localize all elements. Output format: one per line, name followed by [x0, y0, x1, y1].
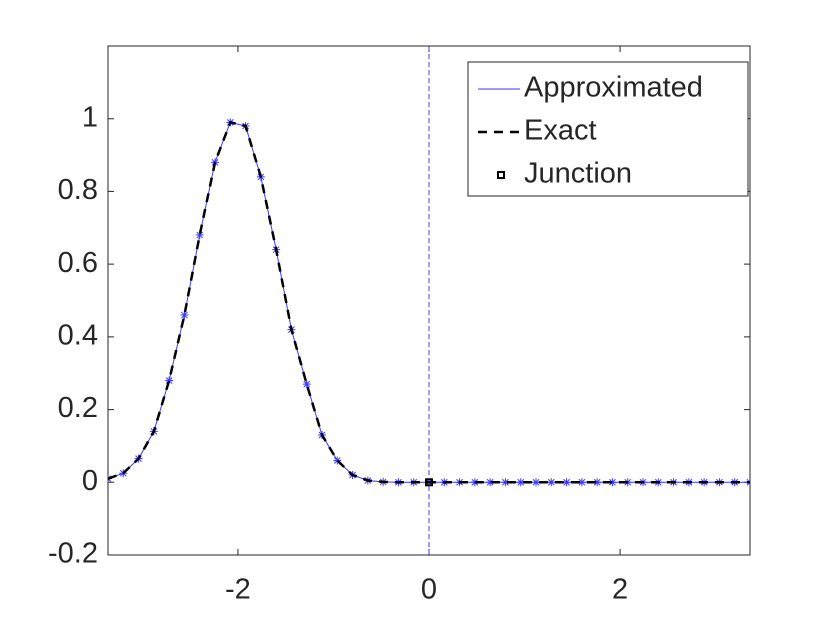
star-marker: [302, 380, 311, 389]
legend-marker: [497, 171, 505, 179]
x-tick-label: 0: [421, 574, 437, 606]
y-tick-label: 0.2: [58, 392, 98, 424]
star-marker: [516, 478, 525, 487]
star-marker: [562, 478, 571, 487]
legend-label: Exact: [524, 115, 597, 147]
x-tick-label: -2: [225, 574, 251, 606]
star-marker: [333, 456, 342, 465]
y-tick-label: 0: [82, 465, 98, 497]
star-marker: [165, 376, 174, 385]
y-tick-label: 0.6: [58, 247, 98, 279]
y-tick-label: 1: [82, 101, 98, 133]
legend-label: Junction: [524, 158, 632, 190]
star-marker: [470, 478, 479, 487]
star-marker: [577, 478, 586, 487]
star-marker: [593, 478, 602, 487]
star-marker: [608, 478, 617, 487]
y-tick-label: -0.2: [48, 538, 98, 570]
star-marker: [501, 478, 510, 487]
star-marker: [532, 478, 540, 487]
series-line: [108, 120, 750, 484]
legend-box: [467, 61, 749, 197]
axes-box: [107, 45, 751, 556]
plot-layer: [108, 46, 750, 555]
star-marker: [180, 311, 189, 320]
star-marker: [195, 231, 204, 240]
legend-label: Approximated: [524, 72, 703, 104]
star-marker: [547, 478, 556, 487]
y-tick-label: 0.4: [58, 320, 98, 352]
y-tick-label: 0.8: [58, 174, 98, 206]
star-marker: [486, 478, 495, 487]
junction-marker: [425, 478, 433, 487]
x-tick-label: 2: [612, 574, 628, 606]
